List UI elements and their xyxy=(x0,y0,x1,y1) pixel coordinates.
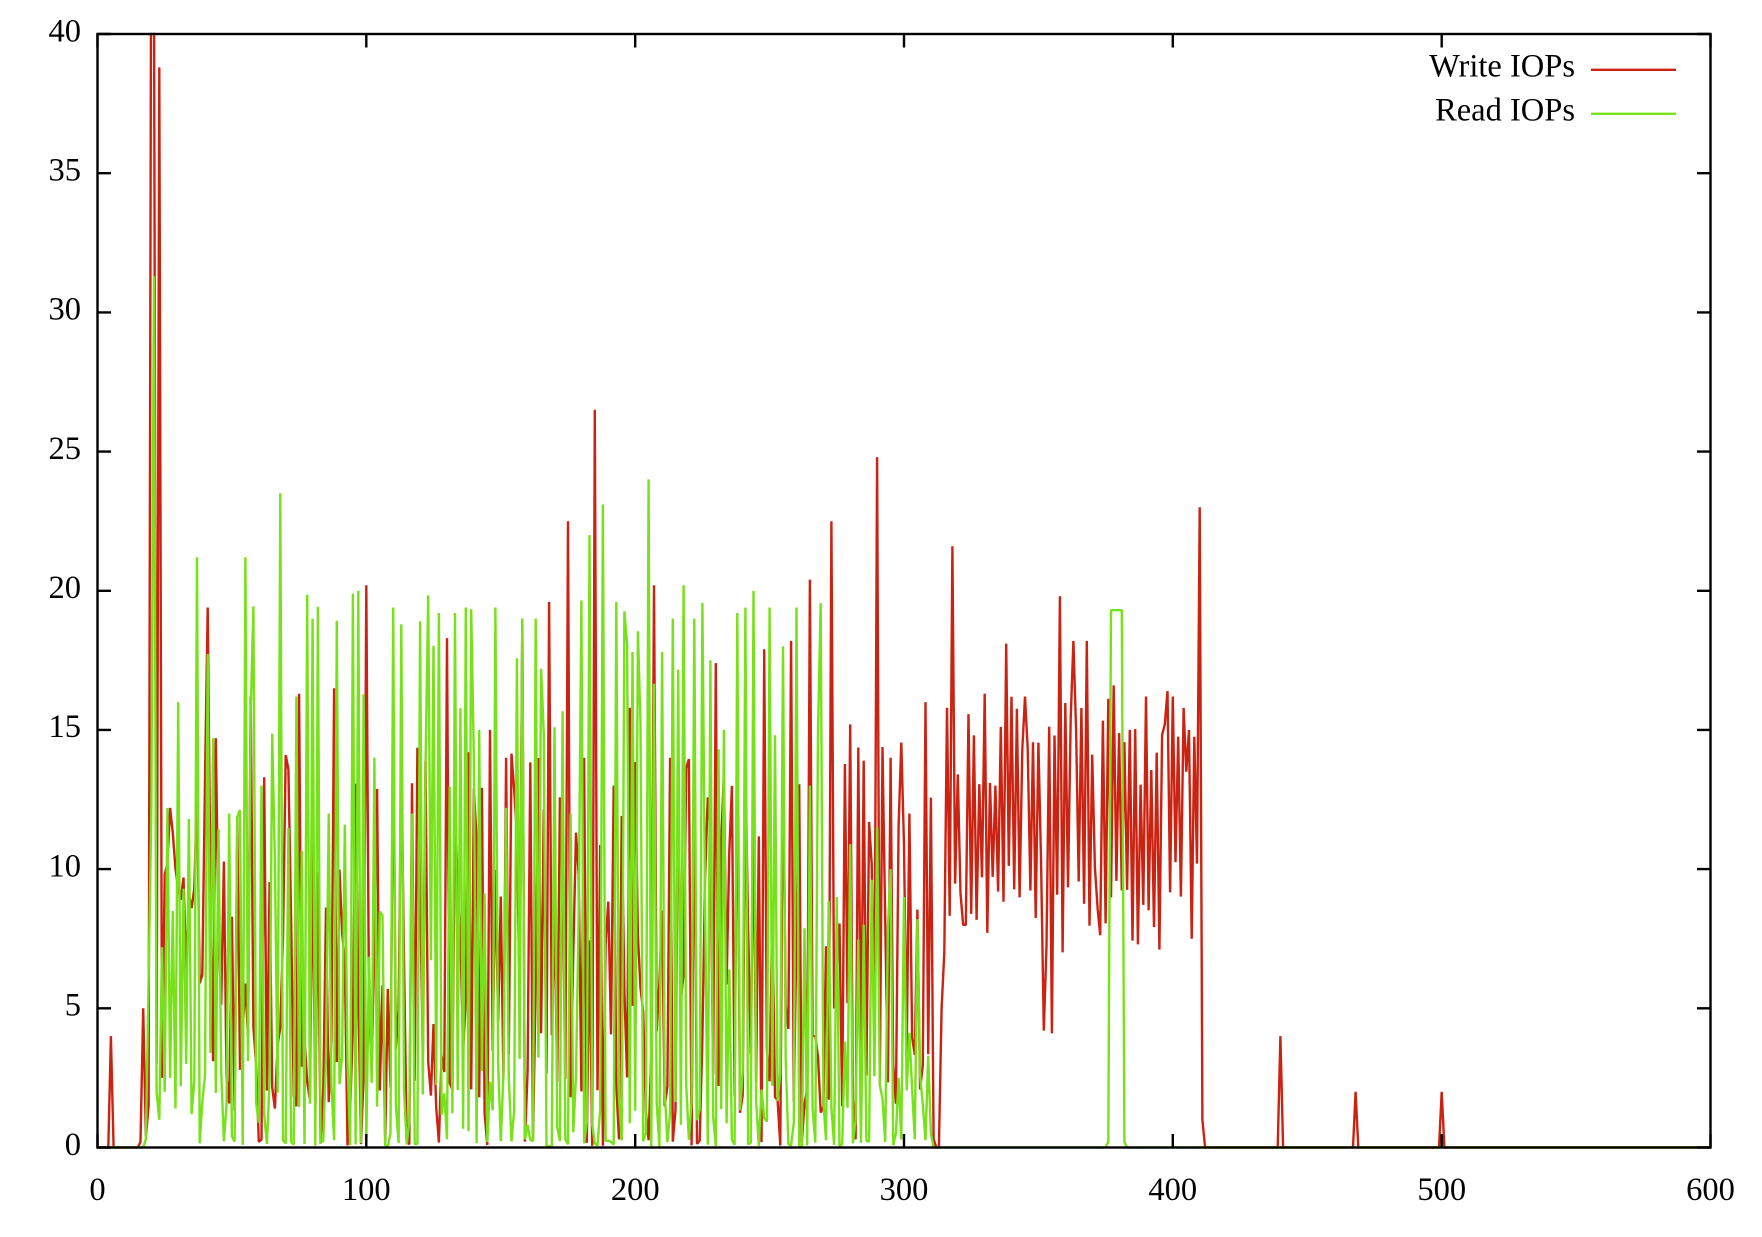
svg-text:100: 100 xyxy=(342,1172,391,1208)
svg-text:40: 40 xyxy=(49,13,82,49)
svg-text:Write IOPs: Write IOPs xyxy=(1429,49,1575,85)
svg-text:300: 300 xyxy=(880,1172,929,1208)
svg-text:400: 400 xyxy=(1148,1172,1197,1208)
svg-text:Read IOPs: Read IOPs xyxy=(1435,93,1575,129)
svg-text:5: 5 xyxy=(65,988,81,1024)
svg-text:0: 0 xyxy=(65,1127,81,1163)
svg-text:10: 10 xyxy=(49,848,82,884)
svg-text:15: 15 xyxy=(49,709,82,745)
svg-text:30: 30 xyxy=(49,292,82,328)
svg-text:0: 0 xyxy=(89,1172,105,1208)
svg-text:500: 500 xyxy=(1417,1172,1466,1208)
svg-text:200: 200 xyxy=(611,1172,660,1208)
svg-text:600: 600 xyxy=(1686,1172,1735,1208)
svg-text:25: 25 xyxy=(49,431,82,467)
svg-text:20: 20 xyxy=(49,570,82,606)
svg-text:35: 35 xyxy=(49,153,82,189)
